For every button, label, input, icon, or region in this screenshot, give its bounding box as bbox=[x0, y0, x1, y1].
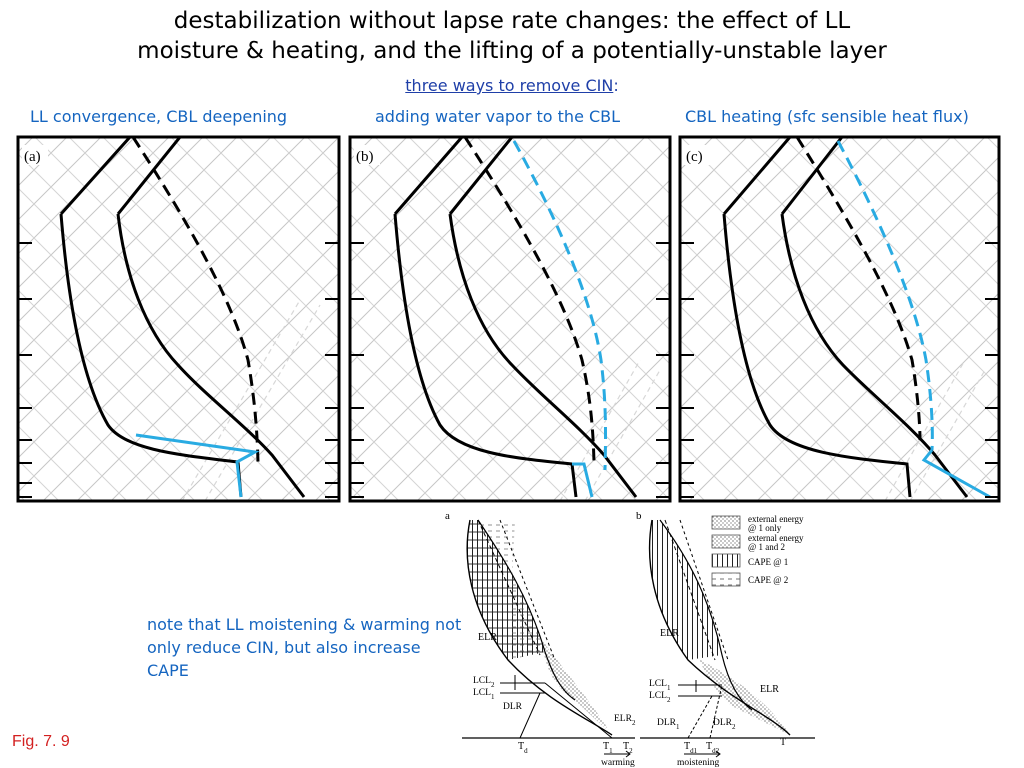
inset-b-lcl-lines bbox=[678, 684, 722, 697]
inset-b-cape-hatched bbox=[649, 520, 722, 660]
panel-c-dewpoint-upper bbox=[722, 137, 792, 215]
panel-a-parcel bbox=[131, 137, 260, 463]
panel-b-label: adding water vapor to the CBL bbox=[375, 107, 621, 126]
legend-swatch-cape2 bbox=[711, 572, 741, 587]
figure-label: Fig. 7. 9 bbox=[12, 733, 70, 750]
panel-b-parcel bbox=[463, 137, 596, 463]
panel-c-parcel bbox=[795, 137, 922, 441]
panel-a: (a) bbox=[16, 135, 341, 503]
svg-text:LCL2: LCL2 bbox=[649, 691, 671, 704]
svg-text:Td1: Td1 bbox=[684, 741, 698, 755]
svg-text:LCL1: LCL1 bbox=[649, 679, 671, 692]
inset-a-elr bbox=[466, 519, 613, 736]
svg-text:Td2: Td2 bbox=[706, 741, 720, 755]
svg-text:CAPE @ 1: CAPE @ 1 bbox=[748, 557, 788, 567]
svg-text:ELR: ELR bbox=[478, 632, 497, 643]
panel-c-temperature bbox=[780, 213, 969, 498]
legend-swatch-cape1 bbox=[711, 553, 741, 568]
svg-text:T: T bbox=[780, 737, 786, 748]
panel-c-heated-profile bbox=[921, 449, 991, 499]
inset-b-letter: b bbox=[636, 510, 642, 522]
legend-swatch-ext1 bbox=[711, 515, 741, 530]
panel-a-ticks bbox=[18, 242, 339, 498]
inset-a: a ELR LCL2 LCL1 DLR ELR2 Td T1 T2 warmin… bbox=[445, 510, 636, 768]
svg-text:external energy: external energy bbox=[748, 514, 804, 524]
svg-text:DLR: DLR bbox=[503, 702, 523, 712]
svg-text:LCL2: LCL2 bbox=[473, 676, 495, 689]
panel-a-grid bbox=[18, 137, 339, 501]
svg-text:external energy: external energy bbox=[748, 533, 804, 543]
slide-title: destabilization without lapse rate chang… bbox=[0, 6, 1024, 66]
panel-c-frame bbox=[678, 135, 1001, 503]
panel-a-label: LL convergence, CBL deepening bbox=[30, 107, 288, 126]
svg-text:ELR: ELR bbox=[760, 684, 779, 695]
inset-a-lcl-lines bbox=[500, 682, 545, 694]
panel-c-ticks bbox=[680, 242, 999, 498]
svg-text:ELR2: ELR2 bbox=[614, 714, 636, 727]
panel-b-new-parcel bbox=[512, 140, 608, 471]
panel-c-grid bbox=[680, 137, 999, 501]
panel-a-temperature bbox=[116, 213, 306, 498]
panel-c-new-parcel bbox=[836, 140, 934, 451]
panel-c-temp-upper bbox=[780, 137, 844, 215]
inset-b-stippled bbox=[700, 660, 790, 735]
panel-c-letter: (c) bbox=[686, 149, 703, 165]
panel-c: (c) bbox=[678, 135, 1001, 503]
inset-legend: external energy @ 1 only external energy… bbox=[711, 514, 804, 587]
panel-a-modified-profile bbox=[135, 433, 260, 498]
panel-b-temp-upper bbox=[448, 137, 514, 215]
panel-b-moistened-dewpoint bbox=[572, 462, 594, 498]
panel-c-label: CBL heating (sfc sensible heat flux) bbox=[685, 107, 969, 126]
svg-text:@ 1 only: @ 1 only bbox=[748, 523, 782, 533]
svg-text:DLR2: DLR2 bbox=[713, 718, 736, 731]
panel-b-temperature bbox=[448, 213, 638, 498]
panel-a-dewpoint-upper bbox=[59, 137, 132, 216]
panel-a-dewpoint bbox=[59, 213, 243, 498]
panel-b-dewpoint-upper bbox=[393, 137, 464, 215]
svg-text:DLR1: DLR1 bbox=[657, 718, 680, 731]
panel-a-frame bbox=[16, 135, 341, 503]
panel-a-temp-upper bbox=[116, 137, 182, 215]
panel-c-dewpoint bbox=[722, 213, 912, 498]
panel-a-moist-adiabats bbox=[181, 299, 321, 501]
title-line-2: moisture & heating, and the lifting of a… bbox=[137, 38, 887, 64]
panel-b-frame bbox=[348, 135, 672, 503]
inset-b: b ELR ELR LCL1 LCL2 DLR1 DLR2 Td1 Td2 T … bbox=[636, 510, 815, 768]
title-line-1: destabilization without lapse rate chang… bbox=[173, 8, 851, 34]
svg-text:T2: T2 bbox=[623, 741, 633, 755]
inset-b-elr bbox=[648, 519, 791, 736]
panel-b-letter: (b) bbox=[356, 149, 374, 165]
svg-text:ELR: ELR bbox=[660, 628, 679, 639]
subtitle-colon: : bbox=[613, 76, 619, 95]
note-text: note that LL moistening & warming not on… bbox=[147, 615, 462, 680]
svg-text:moistening: moistening bbox=[677, 758, 719, 768]
panel-b-ticks bbox=[350, 242, 670, 498]
panel-b-grid bbox=[350, 137, 670, 501]
svg-text:Td: Td bbox=[518, 741, 528, 755]
panel-a-letter: (a) bbox=[24, 149, 41, 165]
svg-text:LCL1: LCL1 bbox=[473, 688, 495, 701]
inset-a-stippled bbox=[542, 640, 612, 735]
panel-c-moist-adiabats bbox=[884, 359, 986, 501]
svg-text:warming: warming bbox=[601, 758, 635, 768]
cin-link[interactable]: three ways to remove CIN bbox=[405, 76, 614, 95]
svg-text:T1: T1 bbox=[603, 741, 613, 755]
svg-text:CAPE @ 2: CAPE @ 2 bbox=[748, 575, 788, 585]
panel-b: (b) bbox=[348, 135, 672, 503]
inset-figure: a ELR LCL2 LCL1 DLR ELR2 Td T1 T2 warmin… bbox=[445, 510, 815, 768]
panel-b-dewpoint bbox=[393, 213, 578, 498]
legend-swatch-ext12 bbox=[711, 534, 741, 549]
inset-a-letter: a bbox=[445, 510, 450, 522]
svg-text:@ 1 and 2: @ 1 and 2 bbox=[748, 542, 785, 552]
subtitle: three ways to remove CIN: bbox=[0, 76, 1024, 95]
